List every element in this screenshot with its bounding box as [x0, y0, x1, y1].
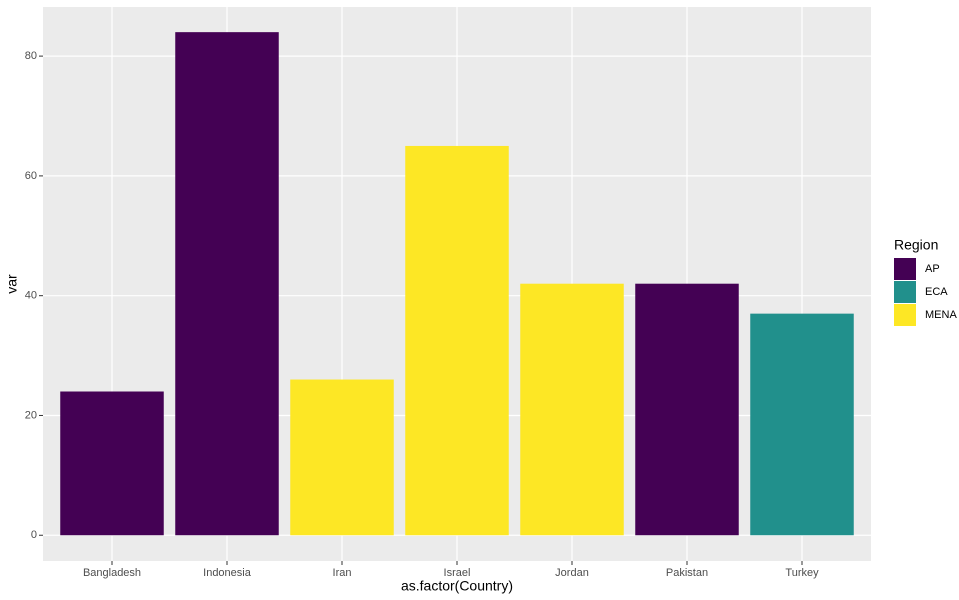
bar — [175, 32, 279, 536]
y-tick-label: 80 — [25, 50, 37, 62]
legend-label: MENA — [925, 309, 957, 321]
y-tick-label: 0 — [31, 529, 37, 541]
x-tick-label: Bangladesh — [83, 567, 141, 579]
y-tick-label: 60 — [25, 170, 37, 182]
x-tick-label: Jordan — [555, 567, 589, 579]
bar — [520, 283, 624, 536]
legend-key — [894, 281, 916, 303]
bar — [635, 283, 739, 536]
bar — [405, 145, 509, 536]
x-tick-label: Israel — [444, 567, 471, 579]
bar — [60, 391, 164, 536]
legend-key — [894, 258, 916, 280]
x-tick-label: Iran — [333, 567, 352, 579]
bar — [750, 313, 854, 536]
y-axis-title: var — [4, 274, 20, 294]
x-tick-label: Turkey — [785, 567, 819, 579]
x-tick-label: Indonesia — [203, 567, 252, 579]
legend-title: Region — [894, 237, 938, 253]
legend-key — [894, 304, 916, 326]
y-tick-label: 20 — [25, 409, 37, 421]
y-tick-label: 40 — [25, 290, 37, 302]
legend-label: AP — [925, 263, 940, 275]
bar — [290, 379, 394, 536]
x-tick-label: Pakistan — [666, 567, 708, 579]
legend-label: ECA — [925, 286, 948, 298]
x-axis-title: as.factor(Country) — [401, 578, 513, 594]
bars — [60, 32, 854, 536]
